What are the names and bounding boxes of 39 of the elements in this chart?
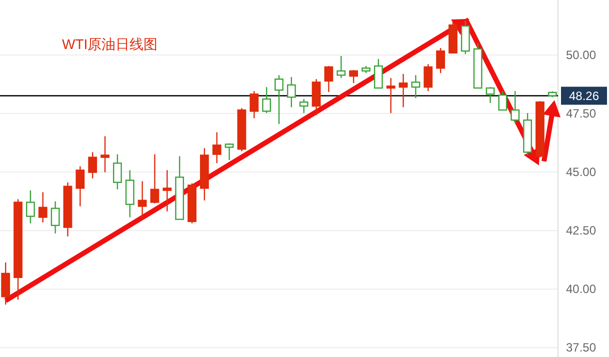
y-tick-label: 45.00: [566, 164, 596, 179]
y-tick-label: 50.00: [566, 48, 596, 62]
y-tick-label: 37.50: [566, 340, 596, 354]
candlestick: [274, 74, 284, 125]
candlestick: [262, 86, 272, 114]
candlestick: [212, 132, 222, 164]
candlestick: [312, 78, 321, 116]
candlestick: [336, 55, 346, 79]
candlestick: [286, 76, 296, 108]
ref-line-label: 48.26: [568, 89, 600, 104]
candlestick: [138, 180, 147, 220]
y-tick-label: 40.00: [566, 282, 596, 296]
candlestick: [38, 192, 48, 223]
candlestick: [498, 90, 508, 111]
candlestick: [88, 152, 98, 179]
candlestick: [76, 166, 85, 207]
candlestick: [162, 170, 172, 212]
candlestick: [436, 47, 446, 74]
y-tick-label: 47.50: [566, 106, 596, 120]
candlestick: [100, 136, 110, 173]
candlestick: [224, 142, 234, 161]
candlestick: [1, 262, 10, 306]
candlestick: [510, 90, 520, 124]
y-tick-label: 42.50: [566, 223, 596, 238]
candlestick: [50, 200, 60, 234]
candlestick: [26, 190, 35, 224]
text: WTI原油日线图: [62, 36, 158, 52]
candlestick: [349, 69, 358, 84]
candlestick: [112, 154, 122, 190]
candlestick: [386, 77, 396, 114]
candlestick: [424, 64, 433, 92]
candlestick: [250, 90, 259, 119]
candlestick: [374, 58, 383, 89]
candlestick: [398, 73, 408, 108]
candlestick: [299, 98, 308, 114]
candlestick: [150, 154, 160, 204]
candlestick: [411, 74, 420, 99]
candlestick: [324, 65, 334, 93]
candlestick: [486, 86, 495, 104]
